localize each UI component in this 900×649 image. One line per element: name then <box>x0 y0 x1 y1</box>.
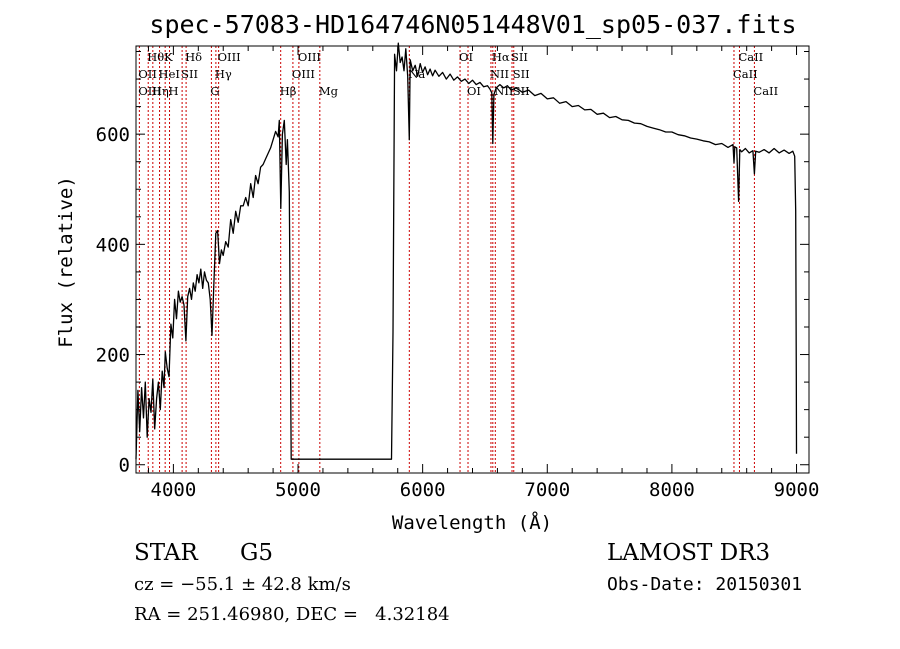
spectrum-line <box>135 42 798 460</box>
line-id-label: CaII <box>738 50 763 64</box>
radec-text: RA = 251.46980, DEC = 4.32184 <box>134 604 450 625</box>
line-id-label: SII <box>181 67 198 81</box>
line-id-label: Mg <box>319 84 339 98</box>
y-tick-label: 200 <box>96 345 130 367</box>
line-id-label: NII <box>494 84 513 98</box>
x-tick-label: 9000 <box>774 479 820 501</box>
line-id-label: Hθ <box>147 50 164 64</box>
class-label: STAR <box>134 540 198 566</box>
x-tick-label: 8000 <box>649 479 695 501</box>
line-id-label: CaII <box>753 84 778 98</box>
line-id-label: G <box>210 84 219 98</box>
line-id-label: SII <box>513 67 530 81</box>
x-tick-label: 6000 <box>400 479 446 501</box>
line-id-label: OIII <box>292 67 315 81</box>
y-axis-ticks: 0 200 400 600 <box>96 51 809 477</box>
line-id-label: SII <box>511 50 528 64</box>
line-id-label: CaII <box>733 67 758 81</box>
y-tick-label: 400 <box>96 234 130 256</box>
line-id-label: OIII <box>298 50 321 64</box>
obs-date-text: Obs-Date: 20150301 <box>607 574 802 595</box>
line-id-label: Hα <box>492 50 510 64</box>
x-axis-label: Wavelength (Å) <box>392 511 552 534</box>
line-id-label: OII <box>138 67 157 81</box>
line-id-label: OI <box>459 50 473 64</box>
line-id-label: K <box>164 50 173 64</box>
line-id-label: Hβ <box>280 84 297 98</box>
x-tick-label: 5000 <box>275 479 321 501</box>
y-tick-label: 600 <box>96 124 130 146</box>
y-axis-label: Flux (relative) <box>55 176 77 348</box>
line-id-label: Hη <box>152 84 169 98</box>
y-tick-label: 0 <box>119 455 130 477</box>
redshift-text: cz = −55.1 ± 42.8 km/s <box>134 574 351 595</box>
subclass-label: G5 <box>240 540 273 566</box>
x-tick-label: 4000 <box>151 479 197 501</box>
line-id-label: Hγ <box>215 67 232 81</box>
line-id-label: OIII <box>138 84 161 98</box>
chart-title: spec-57083-HD164746N051448V01_sp05-037.f… <box>149 10 796 39</box>
line-id-label: OIII <box>218 50 241 64</box>
line-id-label: Hδ <box>185 50 202 64</box>
line-id-label: NII <box>490 67 509 81</box>
x-tick-label: 7000 <box>524 479 570 501</box>
x-axis-ticks: 4000 5000 6000 7000 8000 9000 <box>147 46 820 501</box>
line-id-label: OI <box>467 84 481 98</box>
survey-label: LAMOST DR3 <box>607 540 770 566</box>
line-id-label: HeI <box>159 67 180 81</box>
line-id-label: H <box>169 84 179 98</box>
line-marker-group <box>138 46 755 473</box>
plot-frame <box>135 45 810 474</box>
